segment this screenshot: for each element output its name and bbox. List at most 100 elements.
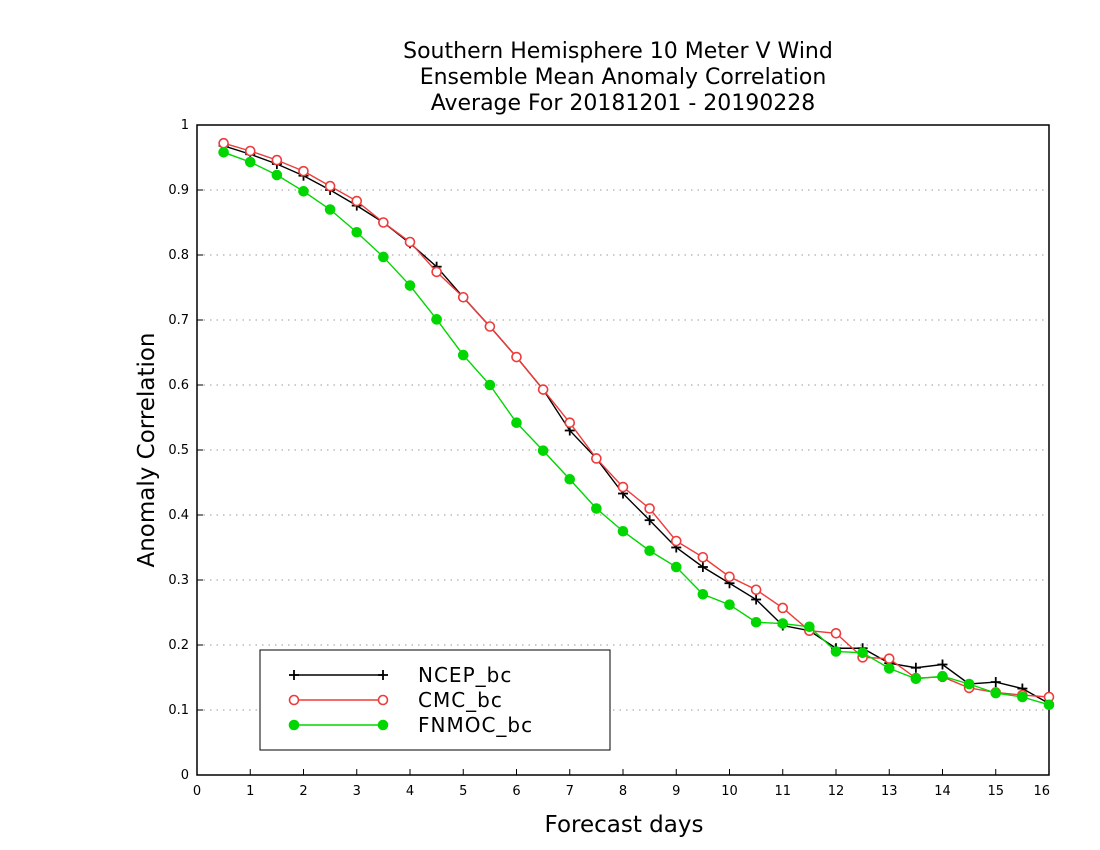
data-point [963, 678, 975, 690]
data-point [751, 594, 762, 605]
x-tick-label: 9 [672, 784, 680, 799]
data-point [377, 694, 389, 706]
data-point [537, 445, 549, 456]
data-point [697, 551, 709, 563]
legend-entry: FNMOC_bc [288, 713, 533, 737]
data-point [750, 616, 762, 628]
legend-label: FNMOC_bc [418, 713, 533, 737]
data-point [883, 653, 895, 664]
series-ncep-bc [218, 140, 1054, 709]
x-tick-label: 5 [459, 784, 467, 799]
data-point [644, 545, 655, 557]
data-point [777, 602, 789, 614]
data-point [244, 145, 256, 157]
y-tick-label: 0.2 [168, 638, 189, 653]
data-point [404, 280, 416, 291]
title-line-2: Ensemble Mean Anomaly Correlation [420, 65, 827, 90]
data-point [378, 217, 389, 228]
data-point [484, 321, 496, 332]
x-tick-label: 7 [566, 784, 574, 799]
chart-title: Southern Hemisphere 10 Meter V Wind Ense… [403, 39, 833, 116]
x-tick-label: 3 [353, 784, 361, 799]
x-axis: 0 1 2 3 4 5 6 7 8 9 10 11 12 13 14 15 16 [193, 769, 1050, 799]
series-layer [218, 137, 1055, 711]
data-point [670, 535, 682, 547]
data-point [1043, 699, 1055, 711]
x-tick-label: 16 [1033, 784, 1050, 799]
data-point [990, 687, 1002, 699]
data-point [289, 670, 299, 680]
data-point [298, 186, 309, 197]
x-tick-label: 15 [987, 784, 1004, 799]
data-point [830, 627, 842, 639]
data-point [351, 195, 363, 207]
x-tick-label: 2 [299, 784, 307, 799]
y-tick-label: 0.9 [168, 183, 189, 198]
x-tick-label: 4 [406, 784, 414, 799]
data-point [378, 251, 389, 263]
data-point [378, 670, 388, 680]
y-tick-label: 0.4 [168, 508, 189, 523]
x-tick-label: 0 [193, 784, 201, 799]
x-tick-label: 11 [774, 784, 791, 799]
x-tick-label: 6 [512, 784, 520, 799]
x-tick-label: 12 [828, 784, 845, 799]
y-tick-label: 0.8 [168, 248, 189, 263]
data-point [457, 291, 469, 303]
data-point [298, 165, 309, 177]
data-point [218, 137, 229, 149]
data-point [351, 226, 363, 238]
y-axis: 0 0.1 0.2 0.3 0.4 0.5 0.6 0.7 0.8 0.9 1 [168, 118, 203, 783]
x-tick-label: 13 [881, 784, 898, 799]
legend-label: NCEP_bc [418, 663, 512, 687]
data-point [431, 266, 442, 278]
legend-entry: CMC_bc [288, 688, 502, 712]
data-point [288, 719, 300, 731]
data-point [937, 670, 948, 682]
data-point [644, 515, 655, 526]
data-point [511, 417, 522, 429]
series-cmc-bc [218, 137, 1055, 703]
y-tick-label: 0.7 [168, 313, 189, 328]
data-point [591, 453, 602, 464]
data-point [271, 169, 283, 181]
x-axis-label: Forecast days [545, 812, 704, 838]
data-point [617, 525, 629, 537]
data-point [750, 584, 762, 596]
title-line-3: Average For 20181201 - 20190228 [431, 91, 816, 116]
data-point [724, 599, 735, 611]
x-tick-label: 10 [721, 784, 738, 799]
data-point [1017, 691, 1028, 703]
data-point [564, 473, 576, 485]
y-tick-label: 0.3 [168, 573, 189, 588]
series-line [223, 145, 1050, 705]
data-point [857, 647, 868, 659]
grid-lines [197, 189, 1049, 711]
data-point [697, 589, 709, 600]
data-point [804, 621, 815, 633]
y-axis-label: Anomaly Correlation [134, 332, 160, 567]
data-point [564, 417, 576, 429]
x-tick-label: 1 [246, 784, 254, 799]
x-tick-label: 14 [934, 784, 951, 799]
series-line [223, 151, 1050, 706]
data-point [324, 180, 336, 192]
data-point [830, 646, 842, 657]
data-point [431, 314, 442, 325]
data-point [617, 481, 629, 493]
data-point [484, 379, 496, 391]
data-point [883, 663, 895, 674]
data-point [244, 156, 256, 168]
data-point [777, 618, 789, 629]
data-point [511, 351, 522, 363]
data-point [990, 677, 1001, 688]
data-point [271, 154, 283, 166]
y-tick-label: 0.5 [168, 443, 189, 458]
data-point [404, 236, 416, 248]
data-point [910, 662, 921, 673]
data-point [377, 719, 389, 731]
data-point [910, 673, 922, 685]
data-point [644, 503, 655, 514]
legend-entry: NCEP_bc [289, 663, 512, 687]
